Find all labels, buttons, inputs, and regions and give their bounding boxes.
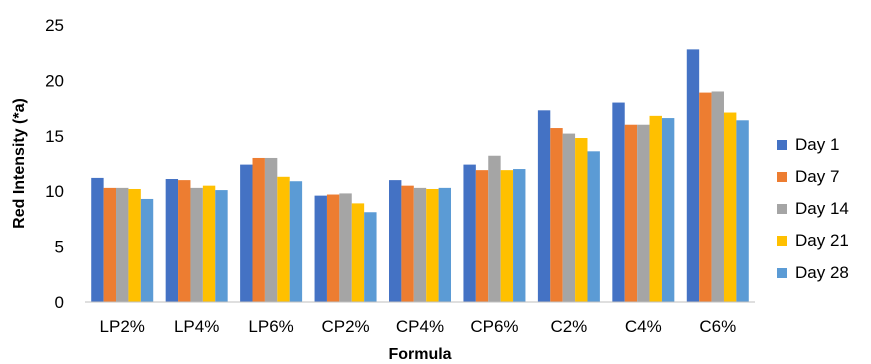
- x-axis-ticks: LP2% LP4% LP6% CP2% CP4% CP6% C2% C4% C6%: [100, 317, 737, 336]
- x-tick-label: C4%: [625, 317, 662, 336]
- y-tick-label: 25: [45, 16, 64, 35]
- bar: [500, 170, 514, 302]
- bar: [91, 177, 104, 302]
- x-tick-label: CP6%: [470, 317, 518, 336]
- x-tick-label: CP2%: [321, 317, 369, 336]
- bar: [537, 110, 551, 302]
- bar: [326, 194, 340, 302]
- bar: [314, 195, 327, 302]
- bar: [413, 187, 427, 302]
- bar: [736, 120, 749, 303]
- bar: [587, 151, 600, 302]
- bar: [426, 188, 439, 302]
- bar: [475, 170, 489, 302]
- x-axis-title: Formula: [388, 346, 451, 363]
- bar: [252, 157, 265, 302]
- legend-swatch: [777, 268, 787, 278]
- legend-label: Day 1: [795, 135, 839, 154]
- bar: [562, 133, 576, 302]
- x-tick-label: LP2%: [100, 317, 145, 336]
- legend-label: Day 7: [795, 167, 839, 186]
- legend-label: Day 14: [795, 199, 849, 218]
- y-tick-label: 5: [55, 238, 64, 257]
- bar: [289, 181, 303, 302]
- bar: [389, 180, 402, 302]
- bar: [699, 92, 712, 302]
- y-axis-title: Red Intensity (*a): [11, 98, 28, 229]
- bar: [202, 185, 216, 302]
- bar: [686, 49, 700, 302]
- y-tick-label: 10: [45, 182, 64, 201]
- legend-swatch: [777, 140, 787, 150]
- bar: [637, 124, 650, 302]
- bar: [190, 187, 203, 302]
- bar: [140, 198, 154, 302]
- bar: [351, 203, 365, 302]
- y-tick-label: 15: [45, 127, 64, 146]
- bar: [661, 118, 675, 303]
- bar: [575, 138, 588, 302]
- bar: [463, 164, 476, 302]
- bar: [277, 176, 290, 302]
- legend-label: Day 21: [795, 231, 849, 250]
- x-tick-label: C6%: [699, 317, 736, 336]
- x-tick-label: C2%: [550, 317, 587, 336]
- legend-label: Day 28: [795, 263, 849, 282]
- x-tick-label: LP6%: [248, 317, 293, 336]
- bar: [339, 193, 352, 302]
- x-tick-label: LP4%: [174, 317, 219, 336]
- bar: [624, 124, 638, 302]
- x-tick-label: CP4%: [396, 317, 444, 336]
- y-tick-label: 20: [45, 71, 64, 90]
- bar: [550, 128, 563, 302]
- bar: [165, 179, 179, 302]
- bar: [128, 188, 141, 302]
- bar: [364, 212, 377, 302]
- bar: [103, 187, 117, 302]
- bar: [488, 155, 501, 302]
- y-tick-label: 0: [55, 293, 64, 312]
- bar: [612, 102, 625, 302]
- bars: [91, 49, 749, 303]
- bar: [215, 190, 228, 302]
- bar: [240, 164, 253, 302]
- bar: [711, 91, 724, 302]
- bar: [264, 157, 278, 302]
- legend-swatch: [777, 204, 787, 214]
- legend-swatch: [777, 172, 787, 182]
- bar: [178, 180, 191, 302]
- bar: [723, 112, 737, 302]
- legend: Day 1 Day 7 Day 14 Day 21 Day 28: [777, 135, 849, 282]
- bar: [116, 187, 129, 302]
- bar: [401, 185, 414, 302]
- legend-swatch: [777, 236, 787, 246]
- bar: [438, 187, 451, 302]
- y-axis-ticks: 0 5 10 15 20 25: [45, 16, 64, 312]
- bar: [513, 169, 526, 302]
- bar: [649, 115, 662, 302]
